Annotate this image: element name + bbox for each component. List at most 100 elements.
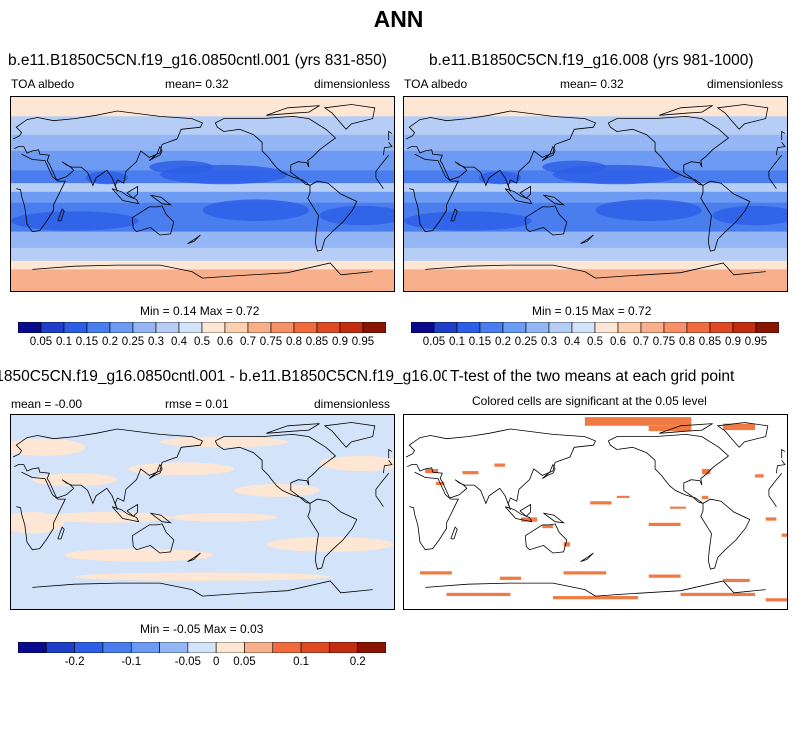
panel-title-bottom-right: T-test of the two means at each grid poi…: [450, 368, 735, 385]
field-band-north-subtropics: [11, 150, 394, 171]
panel-left-label-top-right: TOA albedo: [404, 77, 468, 91]
coastline: [450, 526, 458, 540]
coastline: [388, 130, 393, 141]
colorbar-tick-label: 0.1: [56, 336, 72, 348]
colorbar-tick-label: 0.85: [305, 336, 329, 348]
colorbar-tick-label: 0.15: [468, 336, 492, 348]
colorbar-tick-label: 0.05: [422, 336, 446, 348]
panel-minmax-top-right: Min = 0.15 Max = 0.72: [532, 304, 652, 318]
coastline: [450, 208, 458, 222]
coastline: [716, 104, 769, 130]
colorbar-tick-label: 0.75: [259, 336, 283, 348]
panel-title-bottom-left: b.e11.B1850C5CN.f19_g16.0850cntl.001 - b…: [0, 368, 447, 386]
colorbar-swatch: [18, 322, 42, 333]
coastline: [388, 448, 393, 459]
coastline: [214, 433, 337, 504]
significant-cell: [755, 474, 764, 478]
coastline: [149, 145, 163, 161]
coastline: [307, 180, 358, 252]
field-band-south-midlat: [404, 231, 787, 248]
colorbar-tick-label: 0.95: [351, 336, 375, 348]
colorbar-swatch: [109, 322, 134, 333]
significant-cell: [723, 578, 750, 583]
coastline: [323, 104, 376, 130]
colorbar-top-right: 0.05 0.1 0.15 0.2 0.25 0.3 0.4 0.5 0.6 0.7 0.75 0.8…: [411, 322, 779, 348]
colorbar-tick-label: 0.85: [698, 336, 722, 348]
coastlines: [405, 104, 786, 279]
coastline: [383, 142, 393, 156]
panel-left-label-top-left: TOA albedo: [11, 77, 75, 91]
coastline: [519, 185, 531, 199]
coastline: [405, 110, 597, 192]
coastline: [700, 498, 751, 570]
coastline: [542, 145, 556, 161]
coastline: [781, 448, 786, 459]
field-positive-region: [11, 438, 86, 456]
map-bottom-left: [10, 414, 395, 610]
colorbar-swatch: [178, 322, 203, 333]
coastline: [150, 512, 172, 524]
panel-units-label-top-left: dimensionless: [314, 77, 391, 91]
colorbar-bottom-left: -0.2 -0.1 -0.05 0 0.05 0.1 0.2: [18, 642, 386, 668]
colorbar-swatch: [686, 322, 711, 333]
field-band-subarctic: [11, 116, 394, 135]
field-band-antarctica: [11, 269, 394, 291]
field-low-albedo-region: [404, 211, 532, 231]
coastline: [150, 194, 172, 206]
coastline: [519, 503, 531, 517]
colorbar-swatch: [594, 322, 619, 333]
colorbar-tick-label: 0.2: [102, 336, 118, 348]
significant-cell: [494, 463, 506, 467]
field-band-equator: [11, 191, 394, 203]
colorbar-swatch: [244, 642, 274, 653]
field-band-antarctic-edge: [11, 260, 394, 270]
coastline: [409, 153, 459, 233]
coastline: [375, 472, 390, 496]
significant-cell: [542, 524, 553, 529]
colorbar-swatch: [270, 322, 295, 333]
significant-cell: [765, 598, 787, 602]
colorbar-tick-label: 0.8: [286, 336, 302, 348]
field-band-arctic: [404, 97, 787, 117]
colorbar-tick-label: 0.1: [293, 656, 310, 668]
field-positive-region: [319, 455, 394, 472]
colorbar-swatch: [18, 642, 47, 653]
significant-cell: [425, 468, 439, 474]
colorbar-tick-label: 0.25: [121, 336, 145, 348]
significant-cell: [563, 571, 607, 575]
coastline: [425, 582, 596, 597]
colorbar-tick-label: 0.7: [633, 336, 649, 348]
coastline: [607, 433, 730, 504]
coastline: [607, 115, 730, 186]
colorbar-tick-label: 0.15: [75, 336, 99, 348]
panel-mean-label-top-right: mean= 0.32: [560, 77, 624, 91]
map-top-left: [10, 96, 395, 292]
coastline: [409, 471, 459, 551]
field-band-southern-ocean: [11, 247, 394, 261]
coastline: [716, 422, 769, 448]
colorbar-tick-label: 0.05: [29, 336, 53, 348]
coastlines: [12, 104, 393, 279]
coastline: [131, 523, 175, 554]
coastline: [266, 105, 320, 116]
coastline: [202, 580, 373, 597]
field-positive-region: [234, 483, 320, 497]
coastline: [57, 208, 65, 222]
field-positive-region: [11, 512, 65, 534]
field-positive-region: [128, 462, 235, 476]
coastline: [12, 110, 204, 192]
coastline: [323, 422, 376, 448]
coastline: [768, 177, 777, 189]
coastline: [32, 264, 203, 279]
field-band-arctic: [11, 97, 394, 117]
coastline: [768, 154, 783, 178]
coastline: [149, 463, 163, 479]
coastline: [504, 506, 533, 523]
coastline: [16, 471, 66, 551]
colorbar-tick-label: 0: [212, 656, 220, 668]
colorbar-tick-label: 0.7: [240, 336, 256, 348]
colorbar-tick-label: 0.2: [349, 656, 366, 668]
coastline: [202, 262, 373, 279]
significant-cell: [616, 495, 630, 498]
panel-mean-label-top-left: mean= 0.32: [165, 77, 229, 91]
